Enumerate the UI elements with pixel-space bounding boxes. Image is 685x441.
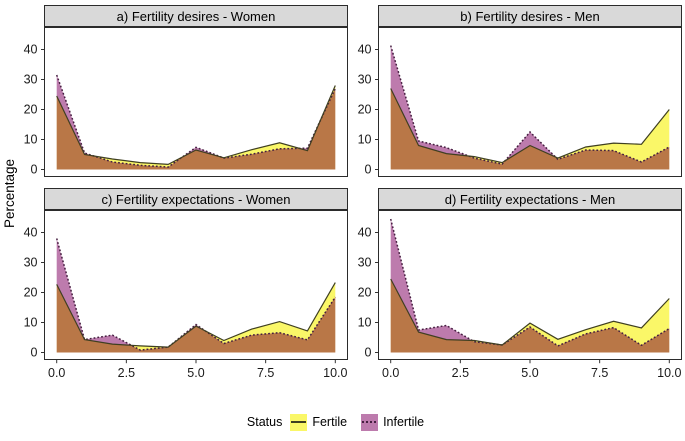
area-fertile xyxy=(390,279,670,353)
line-infertile xyxy=(55,74,336,168)
y-tick-label: 20 xyxy=(24,286,38,300)
facet-panel-a: 0 10 20 30 40 xyxy=(24,27,348,177)
facet-strip-a: a) Fertility desires - Women xyxy=(44,5,348,27)
facet-title-d: d) Fertility expectations - Men xyxy=(444,191,616,207)
y-tick-label: 40 xyxy=(358,226,372,240)
facet-title-b: b) Fertility desires - Men xyxy=(460,8,600,24)
line-infertile xyxy=(55,238,336,351)
x-tick-label: 0.0 xyxy=(48,366,65,380)
facet-panel-b: 0 10 20 30 40 xyxy=(358,27,682,177)
facet-strip-c: c) Fertility expectations - Women xyxy=(44,188,348,210)
line-fertile xyxy=(56,282,336,348)
y-tick-label: 30 xyxy=(24,73,38,87)
line-fertile xyxy=(390,88,670,164)
line-infertile xyxy=(389,218,670,347)
line-infertile xyxy=(389,45,670,165)
y-tick-label: 40 xyxy=(358,43,372,57)
y-tick-label: 10 xyxy=(24,133,38,147)
y-tick-label: 20 xyxy=(358,286,372,300)
y-tick-label: 0 xyxy=(31,346,38,360)
y-tick-label: 20 xyxy=(358,103,372,117)
facet-strip-d: d) Fertility expectations - Men xyxy=(378,188,682,210)
y-tick-label: 10 xyxy=(358,133,372,147)
line-fertile xyxy=(390,278,670,346)
facet-title-c: c) Fertility expectations - Women xyxy=(101,191,291,207)
fertile-solid-line-icon xyxy=(291,421,307,423)
legend-key-fertile xyxy=(290,413,308,431)
legend-label-infertile: Infertile xyxy=(383,415,425,429)
infertile-dashed-line-icon xyxy=(362,421,378,423)
y-tick-label: 40 xyxy=(24,43,38,57)
x-tick-label: 0.0 xyxy=(382,366,399,380)
y-tick-label: 10 xyxy=(24,316,38,330)
area-fertile xyxy=(56,85,336,170)
y-tick-label: 30 xyxy=(24,256,38,270)
y-tick-label: 20 xyxy=(24,103,38,117)
x-tick-label: 10.0 xyxy=(657,366,681,380)
x-tick-label: 2.5 xyxy=(452,366,469,380)
y-tick-label: 40 xyxy=(24,226,38,240)
legend: Status Fertile Infertile xyxy=(0,410,685,434)
y-tick-label: 30 xyxy=(358,73,372,87)
facet-strip-b: b) Fertility desires - Men xyxy=(378,5,682,27)
legend-label-fertile: Fertile xyxy=(312,415,348,429)
x-tick-label: 7.5 xyxy=(591,366,608,380)
legend-key-infertile xyxy=(361,413,379,431)
legend-title: Status xyxy=(246,415,283,429)
x-tick-label: 2.5 xyxy=(118,366,135,380)
panel-border xyxy=(44,210,348,360)
area-fertile xyxy=(56,282,336,353)
panel-border xyxy=(44,27,348,177)
y-tick-label: 0 xyxy=(365,346,372,360)
facet-title-a: a) Fertility desires - Women xyxy=(116,8,276,24)
y-tick-label: 0 xyxy=(365,163,372,177)
x-tick-label: 10.0 xyxy=(323,366,347,380)
y-tick-label: 10 xyxy=(358,316,372,330)
x-tick-label: 5.0 xyxy=(521,366,538,380)
facet-panel-c: 0 10 20 30 40 0.0 2.5 5.0 7.5 10.0 xyxy=(24,210,348,380)
y-tick-label: 0 xyxy=(31,163,38,177)
x-tick-label: 5.0 xyxy=(187,366,204,380)
panel-border xyxy=(378,210,682,360)
y-tick-label: 30 xyxy=(358,256,372,270)
facet-panel-d: 0 10 20 30 40 0.0 2.5 5.0 7.5 10.0 xyxy=(358,210,682,380)
x-tick-label: 7.5 xyxy=(257,366,274,380)
area-fertile xyxy=(390,88,670,170)
line-fertile xyxy=(56,85,336,166)
panel-border xyxy=(378,27,682,177)
